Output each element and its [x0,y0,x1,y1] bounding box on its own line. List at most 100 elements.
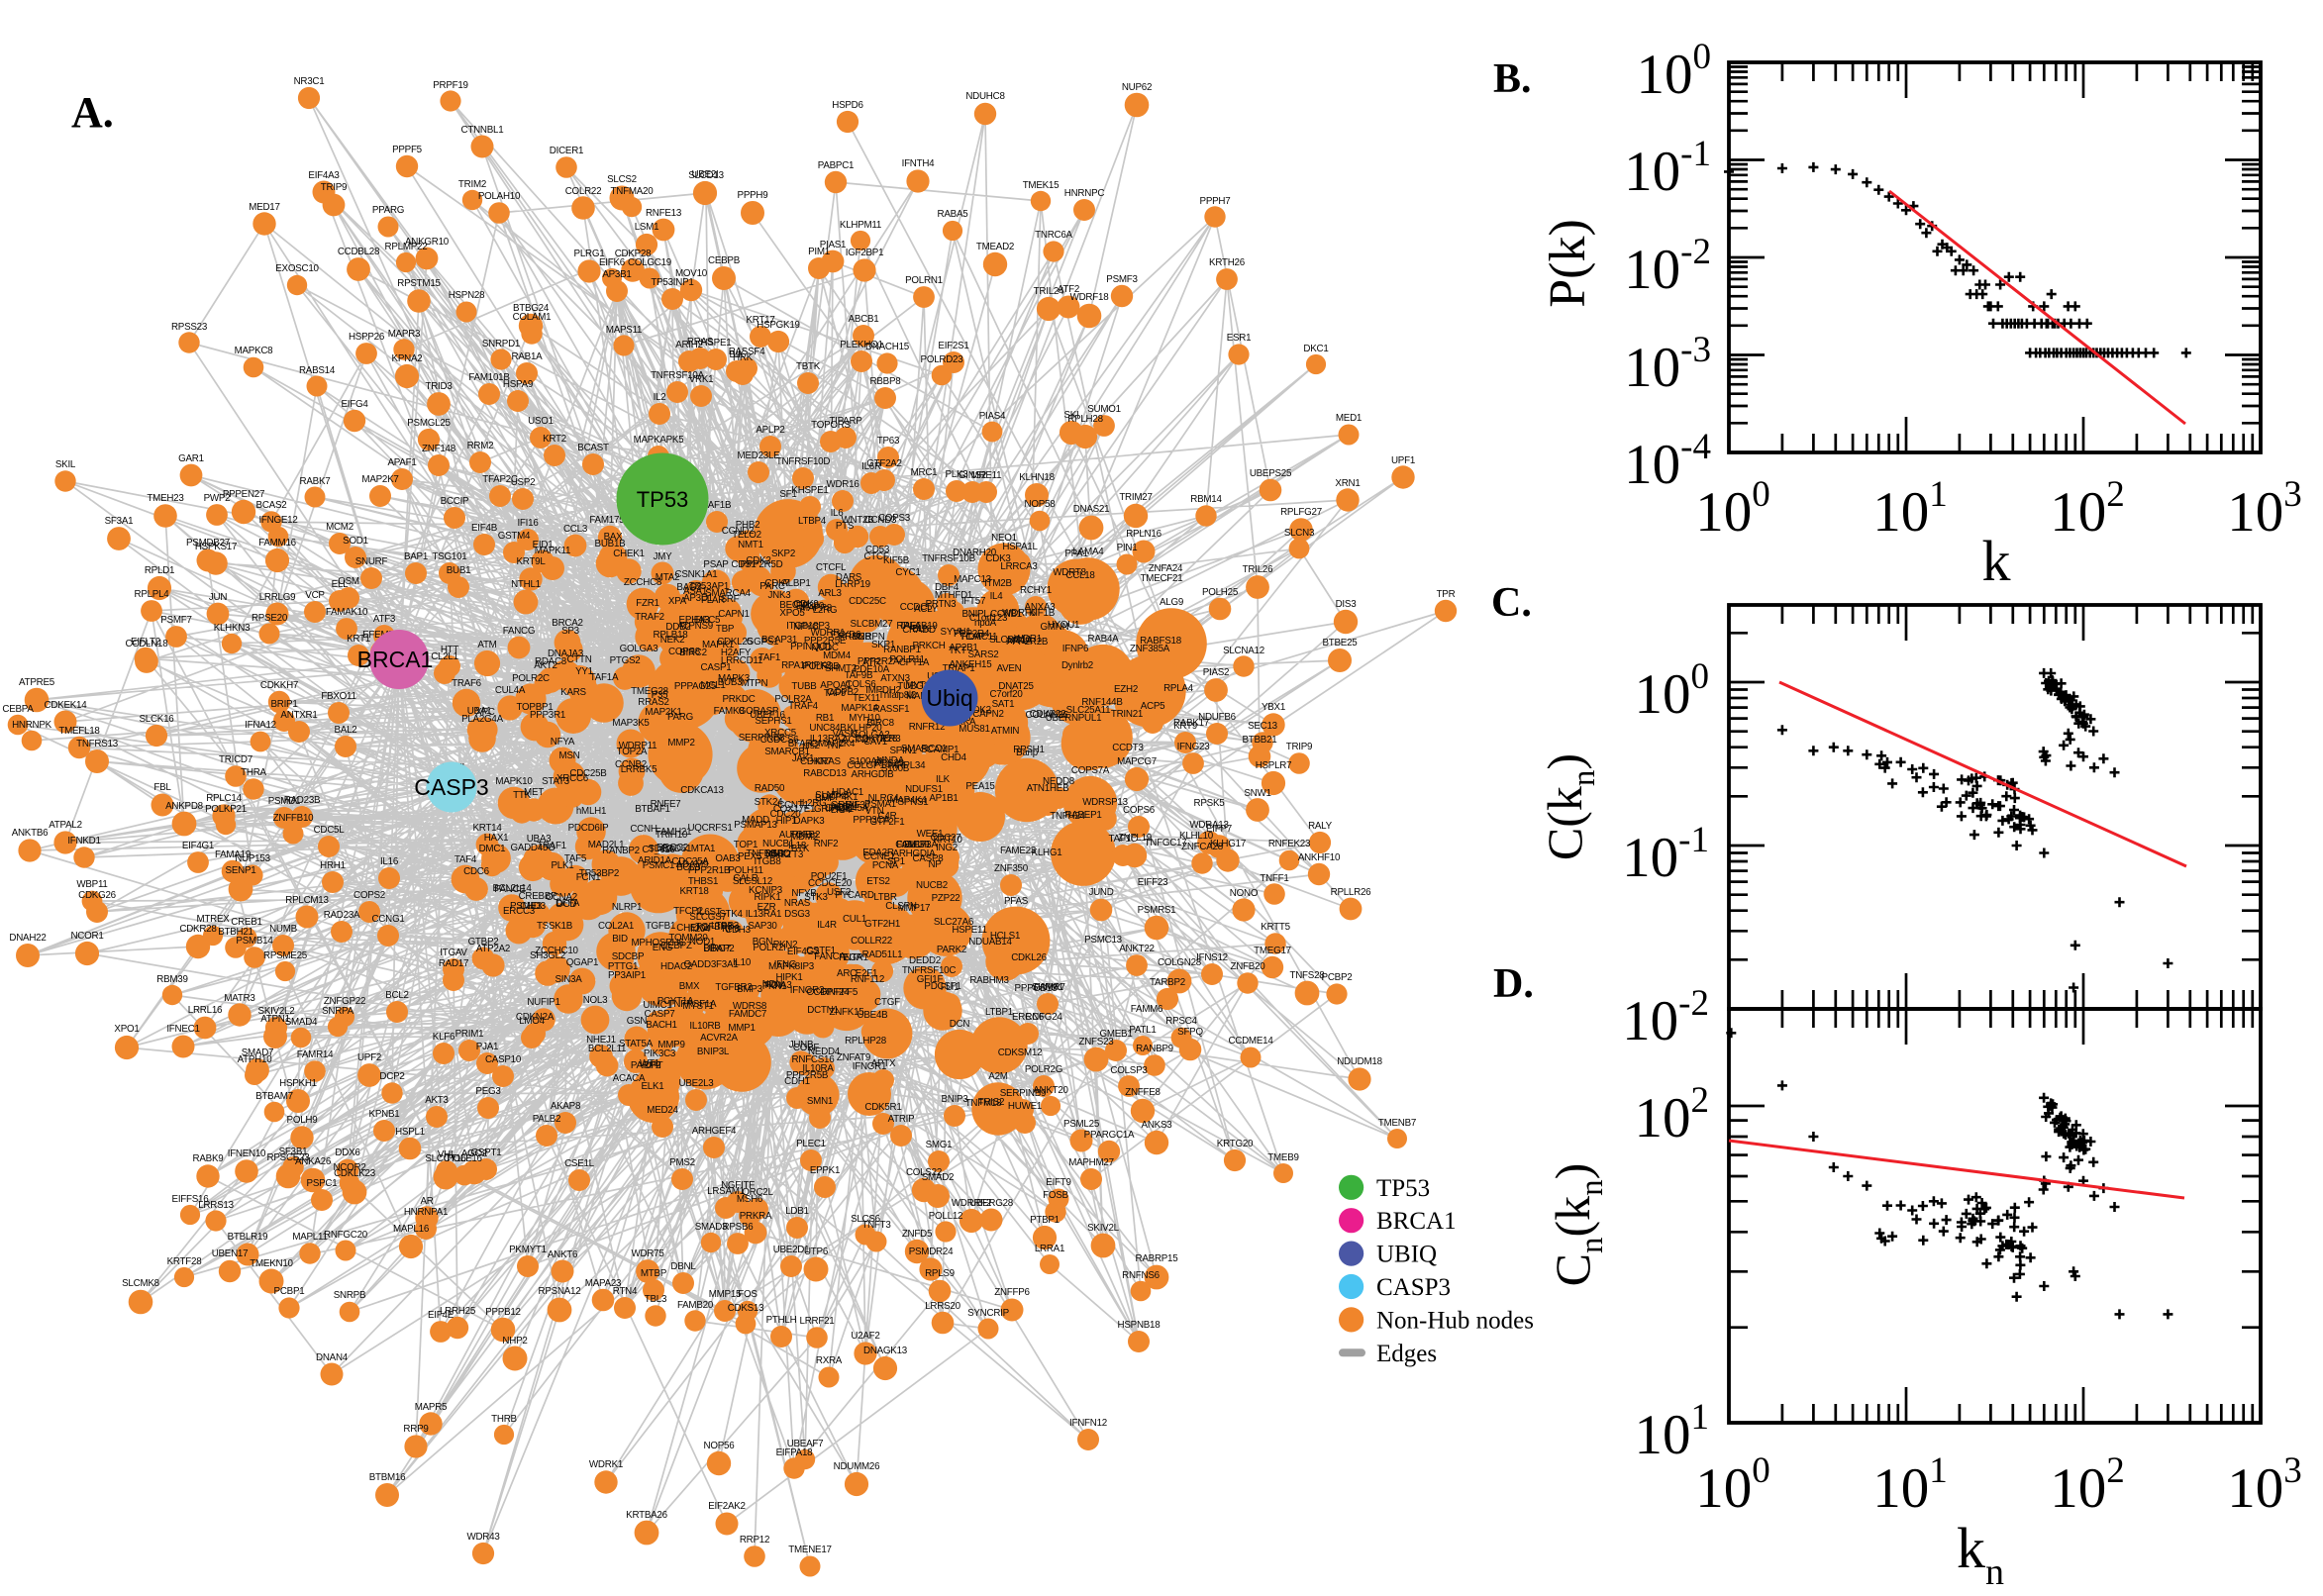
svg-text:RPLAB19: RPLAB19 [896,621,937,632]
svg-text:KIF1B: KIF1B [1029,608,1056,619]
svg-text:RPSCE23: RPSCE23 [267,1152,311,1163]
svg-text:HCLS1: HCLS1 [990,931,1020,942]
svg-text:ERCC3: ERCC3 [503,906,536,917]
svg-text:VASN: VASN [833,729,858,740]
svg-text:TIPARP: TIPARP [829,416,862,427]
svg-text:FAM101B: FAM101B [468,372,510,383]
svg-text:RPSH1: RPSH1 [1013,745,1044,755]
svg-text:KRTF28: KRTF28 [167,1256,203,1267]
svg-text:JUN: JUN [209,592,227,603]
svg-text:TRIP9: TRIP9 [321,182,348,193]
svg-text:CDKP28: CDKP28 [615,249,652,259]
svg-text:DFFA: DFFA [556,898,580,909]
svg-text:TMECF21: TMECF21 [1141,573,1183,584]
svg-text:PSMD1: PSMD1 [268,796,301,807]
svg-text:MAPK3: MAPK3 [718,673,751,684]
svg-text:EFEMP2: EFEMP2 [362,630,400,641]
svg-text:RRM2: RRM2 [467,441,494,451]
svg-text:A.: A. [71,88,114,137]
svg-text:KLHG1: KLHG1 [1032,848,1062,858]
svg-text:TOMM20: TOMM20 [668,933,708,944]
svg-text:EIFT9: EIFT9 [1046,1177,1070,1188]
svg-text:LRRCA3: LRRCA3 [1000,561,1038,572]
svg-text:RPLD1: RPLD1 [145,565,174,576]
svg-text:BUB3: BUB3 [718,677,743,688]
svg-text:EIF2AK2: EIF2AK2 [708,1501,745,1512]
svg-text:POLR2C: POLR2C [512,673,550,684]
svg-text:SKIL: SKIL [55,459,76,470]
svg-text:CEBPZ: CEBPZ [660,941,692,951]
svg-text:EGR1: EGR1 [843,952,868,963]
svg-text:BUB1: BUB1 [447,565,471,576]
svg-text:TMEG17: TMEG17 [1254,946,1291,956]
svg-text:PPP3CA: PPP3CA [853,815,890,826]
svg-text:FANCG: FANCG [503,626,536,637]
svg-text:KRT14: KRT14 [472,823,502,834]
svg-text:POLH9: POLH9 [287,1115,318,1126]
svg-text:RAD51L1: RAD51L1 [862,949,903,960]
svg-text:ATR: ATR [862,657,880,668]
svg-text:IMPDH2: IMPDH2 [865,685,901,696]
svg-text:BTBH21: BTBH21 [218,927,253,938]
svg-text:PATL1: PATL1 [1129,1025,1156,1036]
svg-text:DNAJA3: DNAJA3 [548,648,584,659]
svg-text:CCNB1: CCNB1 [990,609,1022,620]
svg-text:SNRPB: SNRPB [334,1290,366,1301]
svg-text:MTPN: MTPN [742,678,768,689]
svg-text:IFNGR2: IFNGR2 [790,985,824,996]
svg-text:ZNF350: ZNF350 [994,863,1029,874]
svg-text:SMARCA4: SMARCA4 [705,588,751,599]
svg-text:PPPF5: PPPF5 [392,145,423,155]
svg-text:FBXO11: FBXO11 [321,691,355,702]
svg-text:GMEB1: GMEB1 [1099,1029,1132,1040]
svg-text:NMT2: NMT2 [765,849,791,860]
svg-text:SLCBC10: SLCBC10 [989,635,1032,646]
svg-text:COL2A1: COL2A1 [598,921,634,932]
svg-text:TRIL26: TRIL26 [1243,564,1273,575]
svg-text:RABK9: RABK9 [193,1153,224,1164]
svg-text:COLGC19: COLGC19 [628,257,671,268]
svg-text:PPARGC1A: PPARGC1A [1084,1130,1135,1141]
svg-text:UBEN17: UBEN17 [212,1248,249,1259]
svg-text:ATF3: ATF3 [373,614,396,625]
svg-text:SNRPD1: SNRPD1 [482,339,520,349]
svg-text:CDKCA13: CDKCA13 [680,785,724,796]
svg-text:LAMA4: LAMA4 [1073,547,1105,557]
svg-text:ZNFS23: ZNFS23 [1079,1037,1115,1047]
svg-text:RABFS18: RABFS18 [1140,636,1182,647]
svg-text:GOLGA2: GOLGA2 [852,730,890,741]
svg-text:UBA3: UBA3 [527,834,552,845]
svg-text:ERCC6: ERCC6 [1012,1012,1045,1023]
svg-text:MED23LE: MED23LE [738,450,781,461]
svg-text:DEDD2: DEDD2 [909,955,941,966]
svg-text:MAPK10: MAPK10 [495,776,533,787]
svg-text:BRIP1: BRIP1 [270,699,297,710]
svg-text:TP63: TP63 [877,436,900,447]
svg-text:DCP4K1: DCP4K1 [822,792,858,803]
svg-text:HDAC1: HDAC1 [832,787,863,798]
svg-text:CCNA2: CCNA2 [546,892,577,903]
svg-text:STAT3: STAT3 [542,776,570,787]
svg-text:IL10RA: IL10RA [802,1063,834,1074]
svg-text:RRAS: RRAS [687,337,714,348]
svg-text:UTP6: UTP6 [804,1247,829,1257]
svg-text:PLEKHO1: PLEKHO1 [840,340,882,350]
svg-text:RRP12: RRP12 [740,1535,769,1546]
svg-text:pfs2: pfs2 [802,741,820,751]
svg-text:BLK: BLK [912,624,930,635]
svg-text:ANKTT3: ANKTT3 [767,849,804,860]
svg-text:YBX1: YBX1 [1262,702,1285,713]
svg-text:UNC84B: UNC84B [809,723,847,734]
svg-text:C1orf123: C1orf123 [969,613,1008,624]
svg-text:SLCN3: SLCN3 [1284,528,1315,539]
svg-text:TNFRSF10D: TNFRSF10D [776,456,831,467]
svg-text:TNFGC17: TNFGC17 [1145,838,1187,848]
svg-text:TRID3: TRID3 [425,381,453,392]
svg-text:PTHLH: PTHLH [766,1315,797,1326]
svg-text:JMY: JMY [654,551,673,562]
svg-text:HRH1: HRH1 [320,860,346,871]
svg-text:PRKCH: PRKCH [912,641,945,651]
svg-text:LSM1: LSM1 [635,222,659,233]
svg-text:TOPORS: TOPORS [811,420,851,431]
svg-text:FLI1: FLI1 [941,982,960,993]
